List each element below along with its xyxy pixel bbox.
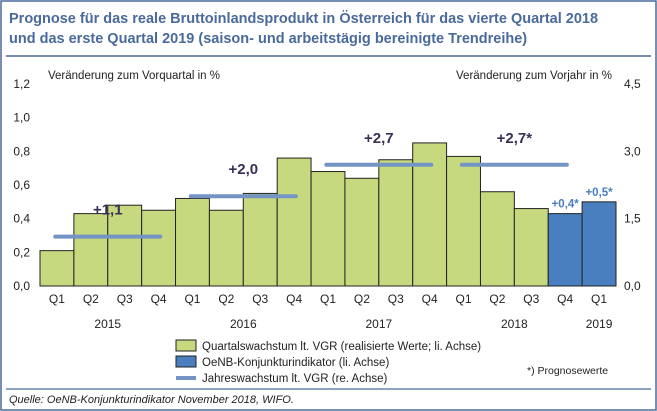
xtick-label: Q4 xyxy=(422,292,438,306)
bar xyxy=(242,192,278,287)
xtick-label: Q4 xyxy=(557,292,573,306)
xtick-label: Q2 xyxy=(83,292,99,306)
bar xyxy=(547,213,583,287)
annual-growth-label: +2,0 xyxy=(228,161,258,178)
legend-label-oenb: OeNB-Konjunkturindikator (li. Achse) xyxy=(202,357,389,369)
xtick-label: Q1 xyxy=(456,292,472,306)
xtick-label: Q1 xyxy=(591,292,607,306)
bar xyxy=(175,197,210,287)
bar xyxy=(107,204,143,287)
ytick-left: 0,6 xyxy=(13,178,30,192)
xtick-label: Q1 xyxy=(184,292,200,306)
xtick-label: Q1 xyxy=(49,292,65,306)
bar xyxy=(39,250,75,287)
bar xyxy=(276,157,312,287)
bar xyxy=(208,209,244,287)
bar xyxy=(344,177,380,287)
year-label: 2015 xyxy=(94,317,121,331)
ytick-left: 0,8 xyxy=(13,144,30,158)
xtick-label: Q2 xyxy=(218,292,234,306)
xtick-label: Q3 xyxy=(388,292,404,306)
ytick-left: 0,0 xyxy=(13,279,30,293)
ylabel-left: Veränderung zum Vorquartal in % xyxy=(48,70,220,82)
xtick-label: Q4 xyxy=(151,292,167,306)
xtick-label: Q1 xyxy=(320,292,336,306)
ytick-right: 0,0 xyxy=(624,279,641,293)
xtick-label: Q3 xyxy=(252,292,268,306)
legend-label-quarterly: Quartalswachstum lt. VGR (realisierte We… xyxy=(202,341,481,353)
bar xyxy=(73,213,109,287)
footnote: *) Prognosewerte xyxy=(527,365,608,377)
forecast-label: +0,5* xyxy=(585,187,613,199)
bar xyxy=(310,171,346,287)
ytick-left: 0,4 xyxy=(13,212,30,226)
bar xyxy=(446,155,481,287)
legend-label-annual: Jahreswachstum lt. VGR (re. Achse) xyxy=(202,373,388,385)
bar xyxy=(378,159,414,287)
bar xyxy=(581,201,617,287)
chart-title-line1: Prognose für das reale Bruttoinlandsprod… xyxy=(9,10,598,27)
ytick-right: 1,5 xyxy=(624,212,641,226)
ytick-left: 0,2 xyxy=(13,245,30,259)
annual-growth-label: +1,1 xyxy=(93,202,123,219)
year-label: 2016 xyxy=(230,317,257,331)
xtick-label: Q3 xyxy=(117,292,133,306)
ylabel-right: Veränderung zum Vorjahr in % xyxy=(456,70,612,82)
xtick-label: Q3 xyxy=(523,292,539,306)
ytick-right: 4,5 xyxy=(624,77,641,91)
source-note: Quelle: OeNB-Konjunkturindikator Novembe… xyxy=(9,394,294,406)
year-label: 2017 xyxy=(365,317,392,331)
xtick-label: Q2 xyxy=(489,292,505,306)
bar xyxy=(513,208,549,287)
annual-growth-label: +2,7 xyxy=(364,130,394,147)
chart-title-line2: und das erste Quartal 2019 (saison- und … xyxy=(9,31,527,47)
xtick-label: Q2 xyxy=(354,292,370,306)
legend-swatch-quarterly xyxy=(175,339,197,352)
ytick-right: 3,0 xyxy=(624,144,641,158)
bar xyxy=(479,191,515,287)
year-label: 2018 xyxy=(501,317,528,331)
ytick-left: 1,0 xyxy=(13,111,30,125)
annual-growth-label: +2,7* xyxy=(497,130,533,147)
legend-swatch-oenb xyxy=(175,355,197,368)
year-label: 2019 xyxy=(586,317,613,331)
ytick-left: 1,2 xyxy=(13,77,30,91)
bar xyxy=(141,209,177,287)
forecast-label: +0,4* xyxy=(552,199,580,211)
xtick-label: Q4 xyxy=(286,292,302,306)
